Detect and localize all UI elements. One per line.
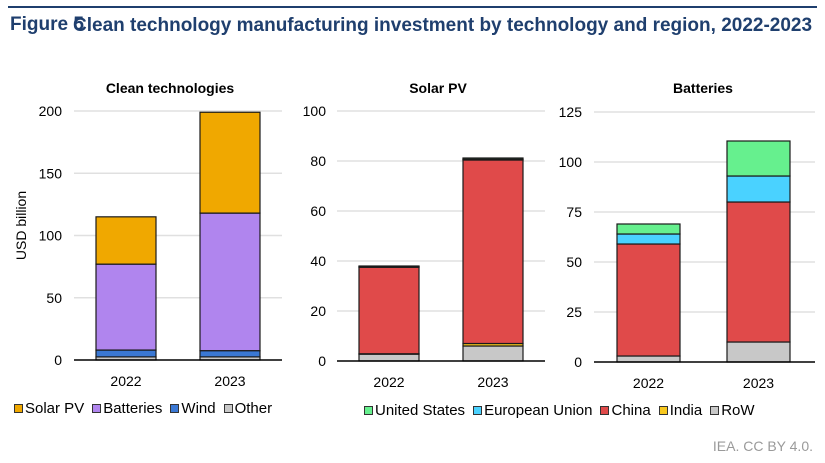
credit-text: IEA. CC BY 4.0. — [712, 438, 813, 454]
legend-label: Batteries — [103, 400, 163, 417]
figure-top-rule — [8, 6, 817, 8]
bar-segment-batteries-2023 — [199, 212, 261, 352]
legend-item-batteries: Batteries — [92, 400, 162, 417]
x-tick-label: 2023 — [743, 375, 774, 391]
legend-swatch — [600, 406, 610, 415]
y-tick-label: 200 — [39, 103, 63, 119]
legend-swatch — [170, 404, 180, 413]
y-tick-label: 80 — [310, 153, 326, 169]
legend-swatch — [364, 406, 373, 415]
x-tick-label: 2023 — [214, 373, 245, 389]
y-tick-label: 40 — [310, 253, 326, 269]
legend-label: Solar PV — [25, 400, 85, 417]
bar-segment-china-2022 — [358, 266, 420, 355]
legend-label: European Union — [484, 402, 593, 419]
y-tick-label: 75 — [566, 204, 582, 220]
bar-segment-united-states-2023 — [462, 157, 524, 160]
y-tick-label: 0 — [54, 352, 62, 368]
bar-segment-wind-2023 — [199, 350, 261, 358]
y-tick-label: 0 — [318, 353, 326, 369]
x-tick-label: 2022 — [633, 375, 664, 391]
bar-segment-european-union-2022 — [616, 233, 681, 245]
y-tick-label: 150 — [39, 165, 63, 181]
bar-segment-solar-pv-2022 — [95, 216, 157, 265]
legend-swatch — [14, 404, 23, 413]
y-tick-label: 60 — [310, 203, 326, 219]
y-tick-label: 20 — [310, 303, 326, 319]
chart-title: Batteries — [673, 80, 733, 96]
bar-segment-european-union-2023 — [726, 175, 791, 203]
bar-segment-row-2023 — [462, 345, 524, 362]
legend-swatch — [223, 404, 233, 413]
legend-region: United States European Union China India RoW — [364, 402, 755, 419]
legend-swatch — [473, 406, 483, 415]
legend-label: RoW — [721, 402, 755, 419]
y-tick-label: 0 — [574, 354, 582, 370]
chart-solar-pv: Solar PV 0 20 40 60 80 100 2022 2023 — [303, 80, 545, 390]
bar-segment-china-2023 — [462, 159, 524, 345]
bar-segment-batteries-2022 — [95, 263, 157, 351]
bar-segment-united-states-2022 — [358, 265, 420, 268]
legend-label: China — [611, 402, 651, 419]
y-tick-label: 100 — [39, 228, 63, 244]
bar-segment-row-2023 — [726, 341, 791, 363]
legend-item-india: India — [658, 402, 703, 419]
legend-label: India — [669, 402, 703, 419]
legend-swatch — [92, 404, 102, 413]
chart-clean-technologies: Clean technologies USD billion 0 50 100 150 20… — [13, 80, 282, 389]
y-tick-label: 125 — [559, 104, 583, 120]
legend-technology: Solar PV Batteries Wind Other — [14, 400, 272, 417]
figure-title: Clean technology manufacturing investmen… — [73, 15, 813, 36]
bar-segment-united-states-2022 — [616, 223, 681, 235]
x-tick-label: 2023 — [477, 374, 508, 390]
legend-item-row: RoW — [710, 402, 755, 419]
legend-item-solar-pv: Solar PV — [14, 400, 84, 417]
legend-label: United States — [375, 402, 466, 419]
legend-label: Other — [234, 400, 273, 417]
x-tick-label: 2022 — [110, 373, 141, 389]
legend-swatch — [658, 406, 668, 415]
bar-segment-solar-pv-2023 — [199, 111, 261, 214]
y-tick-label: 25 — [566, 304, 582, 320]
legend-item-other: Other — [223, 400, 273, 417]
figure-label: Figure 5 — [10, 14, 84, 35]
chart-batteries: Batteries 0 25 50 75 100 125 2022 2023 — [559, 80, 815, 391]
y-tick-label: 100 — [559, 154, 583, 170]
bar-segment-row-2022 — [358, 353, 420, 362]
legend-item-united-states: United States — [364, 402, 465, 419]
y-tick-label: 50 — [46, 290, 62, 306]
bar-segment-china-2022 — [616, 243, 681, 357]
bar-segment-row-2022 — [616, 355, 681, 363]
chart-title: Solar PV — [409, 80, 467, 96]
legend-item-china: China — [600, 402, 651, 419]
legend-item-wind: Wind — [170, 400, 216, 417]
legend-label: Wind — [181, 400, 216, 417]
bar-segment-wind-2022 — [95, 349, 157, 358]
y-axis-label: USD billion — [13, 191, 29, 260]
chart-title: Clean technologies — [106, 80, 235, 96]
y-tick-label: 50 — [566, 254, 582, 270]
bar-segment-china-2023 — [726, 201, 791, 343]
y-tick-label: 100 — [303, 103, 327, 119]
legend-swatch — [710, 406, 720, 415]
x-tick-label: 2022 — [373, 374, 404, 390]
bar-segment-united-states-2023 — [726, 140, 791, 177]
legend-item-european-union: European Union — [473, 402, 592, 419]
